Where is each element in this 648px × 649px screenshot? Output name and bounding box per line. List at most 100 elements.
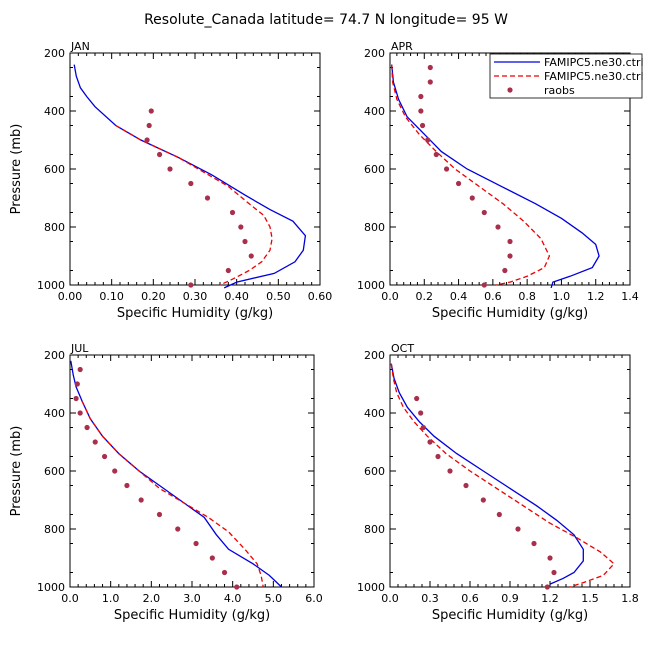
- panel-oct: OCT 0.0 0.3 0.6 0.9 1.2 1.5 1.8 200 400 600 800 1000…: [357, 342, 639, 623]
- y-tick-label: 600: [364, 465, 385, 478]
- x-tick-label: 0.9: [501, 592, 519, 605]
- x-tick-label: 2.0: [143, 592, 161, 605]
- raobs-point: [418, 93, 424, 100]
- raobs-point: [507, 238, 513, 245]
- y-tick-label: 600: [44, 163, 65, 176]
- raobs-point: [455, 180, 462, 187]
- raobs-point: [156, 511, 163, 518]
- raobs-point: [418, 410, 424, 416]
- raobs-point: [547, 555, 553, 561]
- panel-title: JAN: [70, 40, 90, 53]
- y-tick-label: 1000: [37, 279, 65, 292]
- x-tick-label: 1.2: [541, 592, 559, 605]
- plot-frame: [389, 354, 631, 588]
- raobs-point: [101, 453, 108, 460]
- y-tick-label: 200: [44, 47, 65, 60]
- raobs-point: [419, 122, 426, 129]
- legend-box: [489, 53, 643, 99]
- raobs-point: [551, 569, 557, 576]
- x-tick-label: 1.5: [581, 592, 599, 605]
- x-axis-label: Specific Humidity (g/kg): [114, 608, 270, 623]
- raobs-point: [425, 137, 431, 143]
- y-tick-label: 200: [364, 349, 385, 362]
- model-solid-line: [70, 360, 282, 588]
- x-tick-label: 0.10: [99, 290, 124, 303]
- x-tick-label: 0.2: [416, 290, 434, 303]
- x-tick-label: 1.0: [102, 592, 120, 605]
- x-tick-label: 0.20: [141, 290, 166, 303]
- x-axis-label: Specific Humidity (g/kg): [117, 306, 273, 321]
- raobs-point: [188, 282, 194, 288]
- y-tick-label: 400: [44, 407, 65, 420]
- panel-apr: APR 0.0 0.2 0.4 0.6 0.8 1.0 1.2 1.4 200 400 600 800 1…: [357, 40, 639, 321]
- raobs-point: [427, 79, 433, 85]
- x-tick-label: 0.3: [421, 592, 439, 605]
- raobs-point: [238, 224, 244, 230]
- x-tick-label: 0.40: [224, 290, 249, 303]
- panel-title: OCT: [391, 342, 414, 355]
- raobs-point: [221, 569, 228, 576]
- y-tick-label: 1000: [357, 279, 385, 292]
- legend-swatch-dots: [507, 87, 513, 93]
- raobs-point: [480, 497, 486, 503]
- panel-jan: JAN 0.00 0.10 0.20 0.30 0.40 0.50 0.60 200 400 600…: [9, 40, 332, 321]
- raobs-point: [77, 366, 83, 373]
- raobs-point: [148, 108, 154, 114]
- raobs-point: [544, 584, 550, 590]
- x-tick-label: 5.0: [265, 592, 283, 605]
- raobs-point: [225, 267, 231, 274]
- raobs-point: [188, 180, 194, 187]
- y-tick-label: 400: [44, 105, 65, 118]
- raobs-point: [433, 151, 439, 158]
- y-tick-label: 400: [364, 105, 385, 118]
- raobs-point: [469, 195, 475, 201]
- y-tick-label: 800: [364, 221, 385, 234]
- x-tick-label: 1.0: [553, 290, 571, 303]
- raobs-point: [443, 166, 450, 172]
- panel-title: JUL: [70, 342, 89, 355]
- raobs-point: [481, 282, 487, 288]
- raobs-point: [427, 64, 433, 71]
- panels-layer: JAN 0.00 0.10 0.20 0.30 0.40 0.50 0.60 200 400 600…: [9, 40, 644, 623]
- raobs-point: [144, 137, 150, 143]
- x-tick-label: 0.6: [484, 290, 502, 303]
- plot-frame: [69, 354, 315, 588]
- legend-label: raobs: [544, 84, 575, 97]
- raobs-point: [427, 439, 433, 445]
- raobs-point: [193, 540, 199, 547]
- x-tick-label: 0.0: [381, 592, 399, 605]
- legend-label: FAMIPC5.ne30.ctrl: [544, 56, 644, 69]
- x-tick-label: 0.60: [308, 290, 333, 303]
- x-tick-label: 0.50: [266, 290, 291, 303]
- figure-title: Resolute_Canada latitude= 74.7 N longitu…: [144, 12, 508, 28]
- model-dashed-line: [391, 64, 551, 286]
- raobs-point: [92, 439, 98, 445]
- raobs-point: [77, 410, 83, 416]
- raobs-point: [124, 482, 130, 489]
- raobs-point: [447, 468, 453, 474]
- raobs-point: [502, 267, 508, 274]
- raobs-point: [84, 424, 90, 431]
- y-tick-label: 200: [44, 349, 65, 362]
- raobs-point: [74, 381, 80, 387]
- model-dashed-line: [390, 363, 615, 588]
- model-dashed-line: [115, 124, 273, 286]
- raobs-point: [234, 584, 240, 590]
- x-tick-label: 0.30: [183, 290, 208, 303]
- raobs-point: [507, 253, 513, 259]
- x-axis-label: Specific Humidity (g/kg): [432, 306, 588, 321]
- raobs-point: [229, 209, 236, 216]
- y-tick-label: 800: [44, 523, 65, 536]
- raobs-point: [156, 151, 163, 158]
- raobs-point: [73, 395, 79, 402]
- x-tick-label: 0.4: [450, 290, 468, 303]
- raobs-point: [420, 424, 426, 431]
- raobs-point: [481, 209, 487, 216]
- y-tick-label: 800: [364, 523, 385, 536]
- model-solid-line: [390, 363, 584, 585]
- x-tick-label: 0.00: [58, 290, 83, 303]
- plot-frame: [69, 52, 321, 286]
- raobs-point: [242, 238, 248, 245]
- raobs-point: [138, 497, 144, 503]
- x-tick-label: 3.0: [183, 592, 201, 605]
